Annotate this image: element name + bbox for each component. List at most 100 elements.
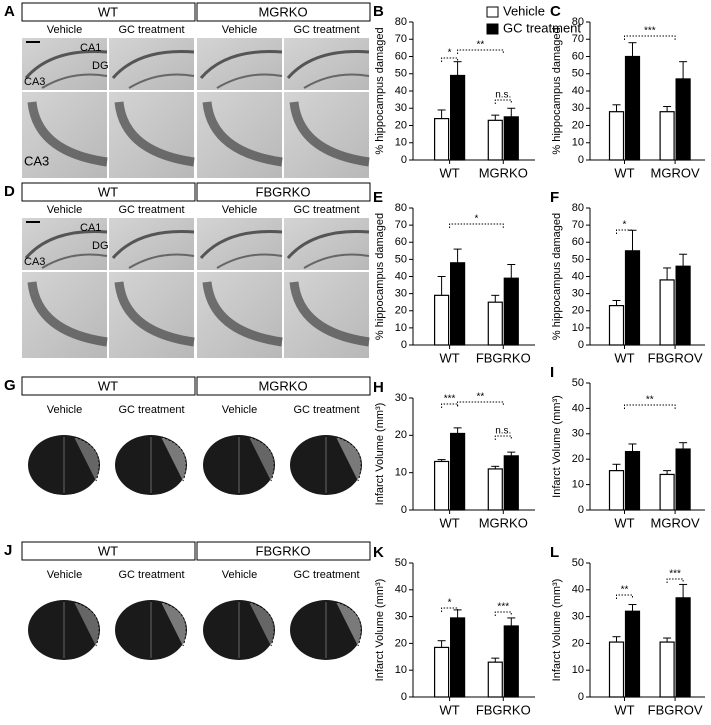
group-header-box bbox=[196, 182, 371, 202]
y-tick-label: 40 bbox=[572, 584, 584, 596]
y-tick-label: 50 bbox=[572, 557, 584, 569]
y-tick-label: 40 bbox=[395, 270, 407, 282]
region-label: DG bbox=[92, 60, 109, 72]
y-tick-label: 10 bbox=[395, 664, 407, 676]
significance-label: ** bbox=[621, 585, 629, 596]
significance-label: * bbox=[448, 598, 452, 609]
y-tick-label: 20 bbox=[572, 119, 584, 131]
y-tick-label: 0 bbox=[401, 504, 407, 516]
condition-label: GC treatment bbox=[118, 204, 184, 216]
cell-layer bbox=[286, 230, 370, 259]
significance-label: * bbox=[474, 214, 478, 225]
panel-label: B bbox=[373, 3, 384, 20]
bar bbox=[675, 78, 691, 161]
significance-bracket bbox=[494, 435, 512, 440]
condition-label: Vehicle bbox=[222, 204, 257, 216]
cell-layer bbox=[202, 281, 283, 347]
bar bbox=[450, 617, 466, 698]
cell-layer bbox=[216, 73, 283, 89]
condition-label: GC treatment bbox=[118, 569, 184, 581]
condition-label: Vehicle bbox=[47, 569, 82, 581]
y-tick-label: 30 bbox=[572, 102, 584, 114]
panel-label: C bbox=[550, 3, 561, 20]
significance-label: ** bbox=[646, 395, 654, 406]
group-header: MGRKO bbox=[258, 4, 307, 19]
bar bbox=[624, 250, 641, 346]
cell-layer bbox=[202, 101, 283, 167]
region-label: CA3 bbox=[24, 76, 45, 88]
y-tick-label: 60 bbox=[572, 236, 584, 248]
significance-bracket bbox=[494, 611, 512, 616]
bar bbox=[675, 448, 691, 511]
significance-bracket bbox=[457, 49, 504, 54]
cell-layer bbox=[114, 281, 195, 347]
y-tick-label: 80 bbox=[572, 16, 584, 28]
y-tick-label: 60 bbox=[572, 50, 584, 62]
bar bbox=[487, 661, 503, 698]
cell-layer bbox=[27, 101, 108, 167]
bar bbox=[624, 55, 641, 161]
y-tick-label: 10 bbox=[572, 479, 584, 491]
condition-label: GC treatment bbox=[293, 204, 359, 216]
x-tick-label: WT bbox=[439, 515, 459, 530]
y-tick-label: 60 bbox=[395, 50, 407, 62]
group-header: WT bbox=[98, 4, 118, 19]
bar bbox=[503, 455, 519, 511]
x-tick-label: MGRKO bbox=[479, 165, 528, 180]
group-header-box bbox=[21, 376, 196, 396]
cell-layer bbox=[41, 73, 108, 89]
y-tick-label: 70 bbox=[395, 219, 407, 231]
group-header-box bbox=[196, 376, 371, 396]
bar bbox=[608, 470, 625, 511]
y-tick-label: 0 bbox=[578, 691, 584, 703]
bar bbox=[450, 432, 466, 511]
panel-label: D bbox=[4, 183, 15, 200]
y-tick-label: 50 bbox=[572, 68, 584, 80]
y-tick-label: 80 bbox=[572, 202, 584, 214]
group-header-box bbox=[21, 182, 196, 202]
bar bbox=[624, 450, 641, 511]
y-tick-label: 10 bbox=[572, 137, 584, 149]
infarct-outline bbox=[248, 601, 275, 647]
cell-layer bbox=[111, 230, 195, 259]
region-label: CA1 bbox=[80, 222, 101, 234]
panel-label: F bbox=[550, 189, 559, 206]
micrograph-low bbox=[284, 218, 369, 270]
group-header: WT bbox=[98, 543, 118, 558]
x-tick-label: WT bbox=[439, 165, 459, 180]
y-tick-label: 20 bbox=[572, 305, 584, 317]
bar bbox=[659, 473, 675, 511]
x-tick-label: FBGRKO bbox=[476, 350, 531, 365]
cell-layer bbox=[41, 253, 108, 269]
bar bbox=[487, 119, 503, 161]
condition-label: GC treatment bbox=[293, 404, 359, 416]
bar bbox=[434, 460, 450, 511]
significance-bracket bbox=[616, 594, 633, 599]
x-tick-label: FBGROV bbox=[648, 702, 703, 717]
y-tick-label: 30 bbox=[395, 288, 407, 300]
micrograph-low bbox=[284, 38, 369, 90]
panel-label: K bbox=[373, 544, 384, 561]
panel-label: G bbox=[4, 377, 16, 394]
significance-bracket bbox=[441, 607, 459, 612]
panel-label: A bbox=[4, 3, 15, 20]
significance-label: n.s. bbox=[495, 90, 511, 101]
y-tick-label: 80 bbox=[395, 202, 407, 214]
group-header: MGRKO bbox=[258, 378, 307, 393]
infarct-outline bbox=[335, 601, 362, 647]
y-tick-label: 10 bbox=[395, 467, 407, 479]
cell-layer bbox=[128, 253, 195, 269]
y-axis-label: % hippocampus damaged bbox=[551, 213, 563, 340]
micrograph-low bbox=[22, 218, 107, 270]
panel-label: H bbox=[373, 379, 384, 396]
y-tick-label: 0 bbox=[578, 504, 584, 516]
cell-layer bbox=[128, 73, 195, 89]
y-tick-label: 0 bbox=[578, 154, 584, 166]
x-tick-label: WT bbox=[614, 165, 634, 180]
group-header: FBGRKO bbox=[256, 184, 311, 199]
x-tick-label: WT bbox=[439, 350, 459, 365]
significance-bracket bbox=[616, 229, 633, 234]
y-tick-label: 20 bbox=[395, 429, 407, 441]
group-header-box bbox=[196, 541, 371, 561]
